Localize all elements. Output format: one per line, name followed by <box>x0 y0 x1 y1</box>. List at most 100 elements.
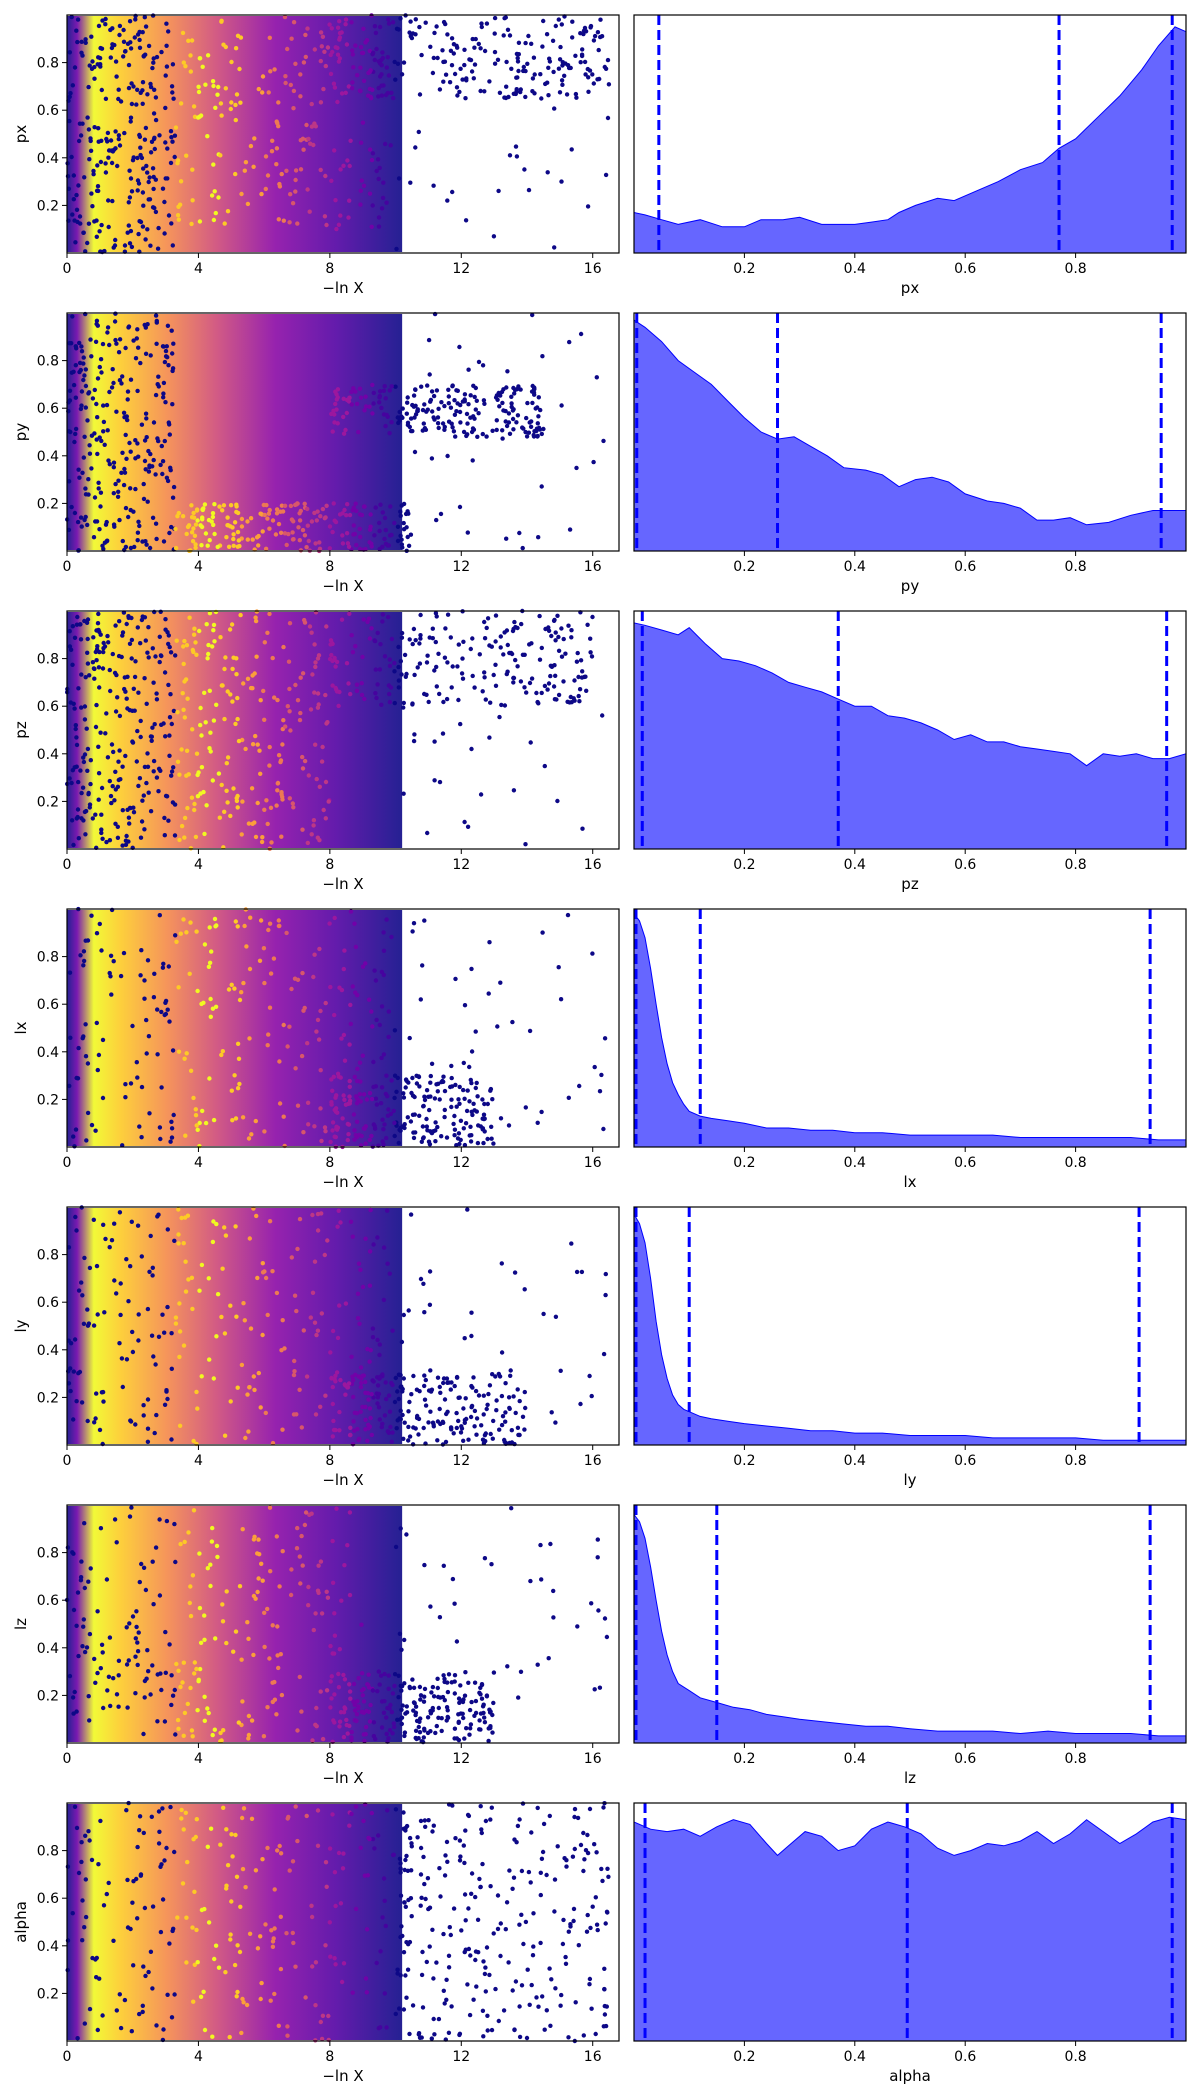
scatter-point <box>372 1123 377 1129</box>
scatter-point <box>128 119 133 124</box>
scatter-point <box>416 1736 421 1741</box>
scatter-point <box>270 518 276 523</box>
scatter-point <box>399 630 405 636</box>
scatter-point <box>436 1705 441 1711</box>
scatter-point <box>186 1530 191 1535</box>
scatter-point <box>516 40 522 45</box>
scatter-point <box>141 1413 146 1418</box>
scatter-point <box>168 650 174 655</box>
scatter-point <box>484 1406 489 1412</box>
scatter-point <box>521 68 526 74</box>
scatter-point <box>188 1613 194 1619</box>
scatter-point <box>444 1135 450 1140</box>
scatter-point <box>585 1912 590 1918</box>
scatter-point <box>164 1518 170 1524</box>
scatter-point <box>494 1398 499 1403</box>
scatter-point <box>438 1894 443 1899</box>
scatter-point <box>87 673 92 678</box>
scatter-point <box>79 1559 84 1564</box>
scatter-point <box>550 38 556 43</box>
scatter-point <box>370 1326 376 1331</box>
scatter-point <box>214 702 219 707</box>
scatter-point <box>316 702 321 707</box>
scatter-point <box>135 1223 141 1228</box>
scatter-point <box>176 217 181 222</box>
scatter-point <box>470 673 475 679</box>
scatter-point <box>395 1389 400 1394</box>
scatter-point <box>71 382 77 388</box>
scatter-point <box>85 661 91 666</box>
scatter-point <box>153 313 159 318</box>
scatter-point <box>93 1680 98 1686</box>
scatter-point <box>95 451 100 457</box>
scatter-point <box>116 759 121 764</box>
scatter-point <box>502 703 508 708</box>
scatter-point <box>506 411 512 416</box>
scatter-point <box>120 843 125 848</box>
scatter-point <box>381 1297 387 1303</box>
scatter-point <box>154 1412 159 1418</box>
scatter-point <box>484 1945 490 1950</box>
scatter-point <box>545 170 550 175</box>
scatter-point <box>457 1838 463 1843</box>
scatter-point <box>350 52 355 57</box>
scatter-point <box>423 1824 428 1830</box>
scatter-point <box>144 435 149 440</box>
scatter-point <box>449 1680 454 1685</box>
scatter-point <box>78 406 84 412</box>
scatter-point <box>447 1925 452 1930</box>
scatter-point <box>74 1623 79 1629</box>
scatter-point <box>444 696 450 702</box>
scatter-point <box>298 675 303 680</box>
scatter-point <box>254 654 259 659</box>
scatter-point <box>377 1352 382 1358</box>
scatter-point <box>117 1341 122 1346</box>
scatter-point <box>275 697 280 703</box>
scatter-point <box>191 1508 197 1513</box>
scatter-point <box>407 1399 412 1405</box>
scatter-point <box>482 1101 487 1107</box>
scatter-point <box>259 1980 264 1986</box>
scatter-point <box>94 1955 100 1961</box>
scatter-point <box>73 363 79 368</box>
scatter-point <box>398 1408 403 1414</box>
scatter-point <box>328 1643 333 1649</box>
scatter-point <box>480 1437 486 1442</box>
scatter-point <box>402 1900 407 1905</box>
scatter-point <box>489 1136 494 1141</box>
x-tick-label: 8 <box>325 1751 334 1767</box>
scatter-point <box>206 1920 212 1925</box>
scatter-point <box>330 1434 335 1439</box>
scatter-point <box>252 1534 257 1540</box>
scatter-point <box>517 530 522 536</box>
scatter-point <box>606 82 612 87</box>
scatter-point <box>349 389 354 395</box>
scatter-point <box>333 1427 338 1433</box>
scatter-point <box>173 545 179 551</box>
scatter-point <box>565 912 571 918</box>
scatter-point <box>145 322 150 327</box>
scatter-point <box>107 1635 113 1640</box>
scatter-point <box>154 2023 159 2028</box>
scatter-point <box>396 420 401 426</box>
scatter-point <box>354 1411 360 1416</box>
scatter-point <box>242 168 247 173</box>
scatter-point <box>398 1934 403 1940</box>
x-axis-label: pz <box>901 875 919 893</box>
scatter-point <box>480 1097 485 1102</box>
scatter-point <box>355 1316 361 1321</box>
scatter-point <box>313 664 318 670</box>
scatter-point <box>141 1565 147 1571</box>
scatter-point <box>523 40 528 46</box>
scatter-point <box>522 167 527 172</box>
scatter-point <box>575 1624 580 1629</box>
scatter-point <box>560 1941 566 1947</box>
scatter-point <box>313 1412 319 1417</box>
scatter-point <box>207 688 212 693</box>
scatter-point <box>315 1808 321 1813</box>
scatter-point <box>471 1101 476 1107</box>
scatter-point <box>181 60 186 65</box>
scatter-point <box>380 1139 385 1144</box>
scatter-point <box>367 1249 373 1254</box>
scatter-point <box>123 49 128 54</box>
